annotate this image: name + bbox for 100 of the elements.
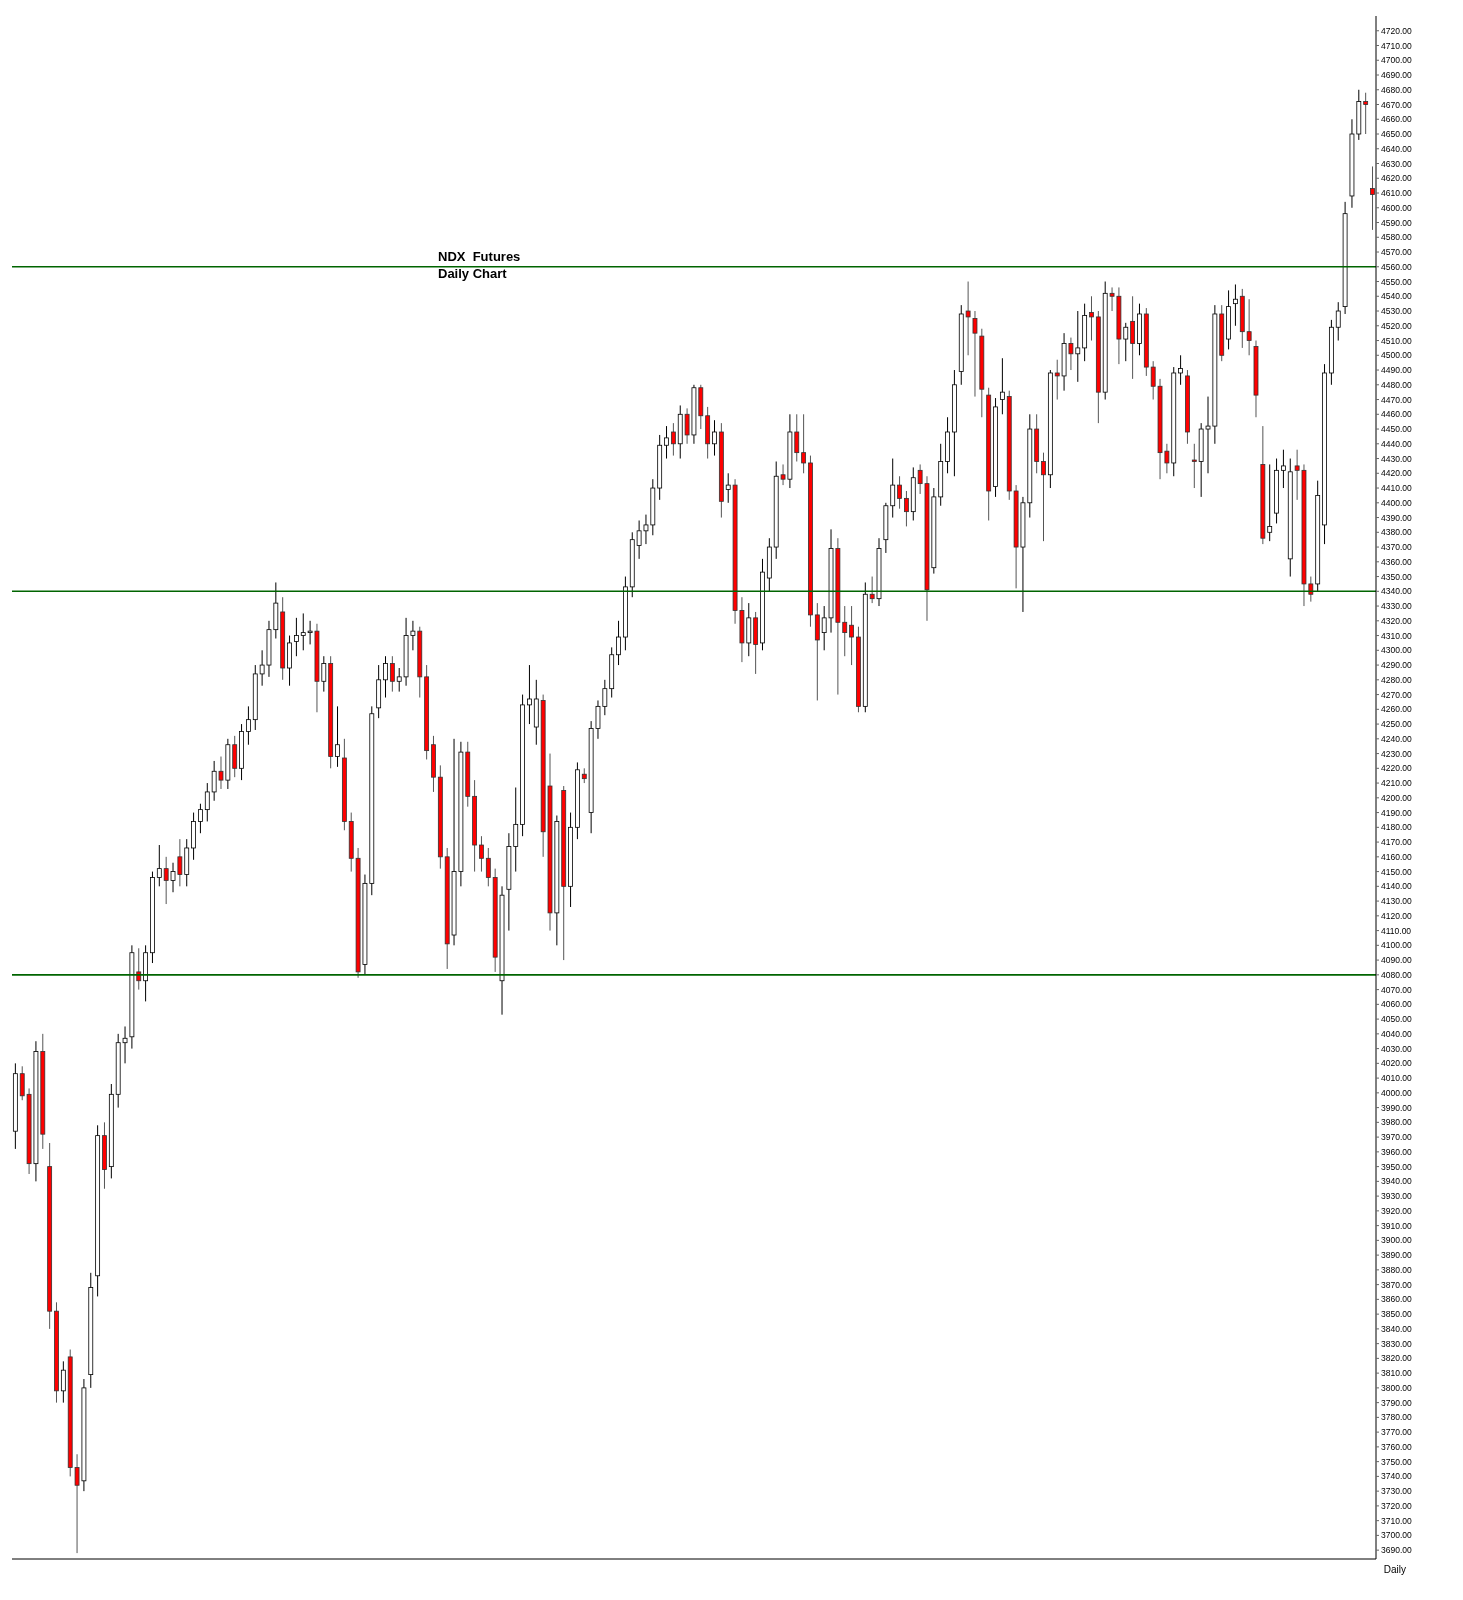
candlestick — [1191, 443, 1197, 489]
y-tick-label: 3820.00 — [1381, 1353, 1412, 1364]
candlestick — [156, 844, 162, 887]
y-tick-label: 4290.00 — [1381, 660, 1412, 671]
y-tick-label: 4180.00 — [1381, 822, 1412, 833]
y-tick-label: 3930.00 — [1381, 1191, 1412, 1202]
candlestick — [664, 425, 669, 460]
y-tick-label: 4030.00 — [1381, 1043, 1412, 1054]
y-tick-label: 4390.00 — [1381, 512, 1412, 523]
y-tick-label: 4420.00 — [1381, 468, 1412, 479]
candlestick — [527, 664, 532, 725]
y-tick-label: 4010.00 — [1381, 1073, 1412, 1084]
y-tick-label: 4410.00 — [1381, 483, 1412, 494]
y-tick-label: 4230.00 — [1381, 748, 1412, 759]
y-tick-label: 4140.00 — [1381, 881, 1412, 892]
y-tick-label: 4470.00 — [1381, 394, 1412, 405]
y-tick-label: 4440.00 — [1381, 438, 1412, 449]
y-tick-label: 3770.00 — [1381, 1427, 1412, 1438]
candlestick — [780, 463, 786, 486]
y-tick-label: 4600.00 — [1381, 202, 1412, 213]
y-tick-label: 4300.00 — [1381, 645, 1412, 656]
y-tick-label: 3740.00 — [1381, 1471, 1412, 1482]
candlestick — [198, 803, 203, 834]
y-tick-label: 4280.00 — [1381, 674, 1412, 685]
candlestick — [999, 357, 1005, 415]
candlestick — [1068, 337, 1074, 371]
y-tick-label: 4200.00 — [1381, 792, 1412, 803]
candlestick — [1363, 92, 1369, 135]
y-tick-label: 4520.00 — [1381, 320, 1412, 331]
candlestick — [972, 310, 978, 398]
y-tick-label: 3940.00 — [1381, 1176, 1412, 1187]
y-tick-label: 3990.00 — [1381, 1102, 1412, 1113]
candlestick — [479, 835, 484, 873]
candlestick — [1130, 295, 1136, 380]
candlestick — [321, 655, 327, 693]
candlestick — [801, 413, 807, 474]
candlestick — [1335, 301, 1341, 342]
y-tick-label: 4380.00 — [1381, 527, 1412, 538]
candlestick — [849, 605, 854, 666]
candlestick — [1281, 449, 1286, 489]
y-tick-label: 4590.00 — [1381, 217, 1412, 228]
y-tick-label: 3710.00 — [1381, 1515, 1412, 1526]
y-tick-label: 4500.00 — [1381, 350, 1412, 361]
candlestick — [794, 413, 800, 462]
y-tick-label: 4130.00 — [1381, 896, 1412, 907]
y-tick-label: 4660.00 — [1381, 114, 1412, 125]
candlestick — [177, 838, 183, 887]
candlestick — [1075, 310, 1081, 383]
candlestick — [1041, 452, 1046, 542]
text: NDX Futures — [438, 248, 521, 265]
y-tick-label: 4670.00 — [1381, 99, 1412, 110]
y-tick-label: 4220.00 — [1381, 763, 1412, 774]
y-tick-label: 4260.00 — [1381, 704, 1412, 715]
y-tick-label: 4530.00 — [1381, 306, 1412, 317]
y-tick-label: 4080.00 — [1381, 969, 1412, 980]
candlestick — [232, 735, 238, 778]
y-tick-label: 4340.00 — [1381, 586, 1412, 597]
y-tick-label: 4700.00 — [1381, 55, 1412, 66]
text: Daily — [1383, 1564, 1406, 1575]
y-tick-label: 3960.00 — [1381, 1146, 1412, 1157]
y-tick-label: 4430.00 — [1381, 453, 1412, 464]
text: Daily Chart — [438, 265, 508, 282]
y-tick-label: 4690.00 — [1381, 70, 1412, 81]
y-tick-label: 4370.00 — [1381, 542, 1412, 553]
y-tick-label: 3840.00 — [1381, 1323, 1412, 1334]
y-tick-label: 4320.00 — [1381, 615, 1412, 626]
y-tick-label: 3720.00 — [1381, 1500, 1412, 1511]
y-tick-label: 4580.00 — [1381, 232, 1412, 243]
y-tick-label: 3800.00 — [1381, 1382, 1412, 1393]
y-tick-label: 4120.00 — [1381, 910, 1412, 921]
y-tick-label: 4490.00 — [1381, 365, 1412, 376]
y-tick-label: 4310.00 — [1381, 630, 1412, 641]
y-tick-label: 3880.00 — [1381, 1264, 1412, 1275]
candlestick — [869, 576, 875, 604]
candlestick — [246, 705, 251, 746]
y-tick-label: 3850.00 — [1381, 1309, 1412, 1320]
y-tick-label: 3810.00 — [1381, 1368, 1412, 1379]
y-tick-label: 4630.00 — [1381, 158, 1412, 169]
y-tick-label: 4680.00 — [1381, 84, 1412, 95]
y-tick-label: 4250.00 — [1381, 719, 1412, 730]
y-tick-label: 4480.00 — [1381, 379, 1412, 390]
candlestick — [965, 281, 971, 356]
y-tick-label: 4050.00 — [1381, 1014, 1412, 1025]
candlestick — [670, 422, 676, 457]
candlestick — [383, 655, 388, 699]
y-tick-label: 3900.00 — [1381, 1235, 1412, 1246]
y-tick-label: 4570.00 — [1381, 247, 1412, 258]
candlestick — [725, 472, 731, 504]
candlestick — [170, 862, 176, 893]
y-tick-label: 4040.00 — [1381, 1028, 1412, 1039]
y-tick-label: 4110.00 — [1381, 925, 1412, 936]
y-tick-label: 4210.00 — [1381, 778, 1412, 789]
candlestick — [218, 756, 224, 790]
candlestick — [684, 407, 690, 445]
y-tick-label: 4060.00 — [1381, 999, 1412, 1010]
candlestick — [1178, 354, 1183, 386]
y-tick-label: 4330.00 — [1381, 601, 1412, 612]
y-tick-label: 4460.00 — [1381, 409, 1412, 420]
y-tick-label: 3920.00 — [1381, 1205, 1412, 1216]
y-tick-label: 3760.00 — [1381, 1441, 1412, 1452]
